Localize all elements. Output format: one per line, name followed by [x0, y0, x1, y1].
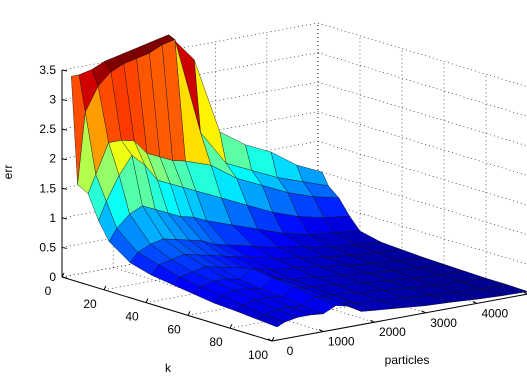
y-tick-label: 4000	[481, 306, 508, 320]
grid-line-z	[317, 200, 527, 265]
x-tick-label: 60	[167, 322, 181, 336]
z-axis-label: err	[1, 165, 15, 180]
x-tick	[187, 311, 191, 316]
x-tick-label: 80	[209, 335, 223, 349]
surface-patch	[255, 314, 285, 328]
z-tick	[61, 158, 68, 161]
z-tick	[61, 99, 68, 102]
y-tick	[370, 319, 375, 323]
z-tick	[61, 217, 68, 220]
y-tick	[523, 291, 527, 295]
grid-line-z	[61, 81, 319, 130]
grid-line-z	[61, 111, 319, 160]
grid-line-particles	[113, 267, 324, 332]
y-tick-label: 1000	[328, 335, 355, 349]
y-tick-label: 2000	[379, 325, 406, 339]
axes-box	[61, 70, 527, 342]
y-tick	[421, 310, 426, 314]
x-tick	[61, 272, 65, 278]
grid-line-z	[61, 52, 319, 100]
z-tick-label: 3.5	[39, 63, 56, 77]
grid-line-z	[317, 111, 527, 176]
z-tick-label: 0	[49, 270, 56, 284]
x-tick	[103, 285, 107, 291]
error-surface	[71, 34, 527, 328]
y-axis-label: particles	[385, 353, 430, 367]
grid-line-z	[317, 81, 527, 147]
x-tick-label: 100	[248, 348, 268, 362]
y-tick	[318, 329, 324, 333]
z-tick	[61, 187, 68, 190]
z-tick-label: 2	[49, 152, 56, 166]
grid-line-z	[61, 22, 319, 71]
z-tick-label: 2.5	[39, 122, 56, 136]
x-axis-line	[61, 276, 273, 342]
axis-ticks: 02040608010001000200030004000500000.511.…	[39, 63, 527, 362]
x-tick-label: 20	[83, 297, 97, 311]
grid-line-z	[317, 22, 527, 88]
y-tick	[267, 338, 273, 342]
y-tick	[472, 300, 478, 304]
y-tick-label: 0	[287, 344, 294, 358]
z-tick-label: 1.5	[39, 181, 56, 195]
x-tick	[145, 298, 149, 303]
z-tick-label: 1	[49, 211, 56, 225]
grid-line-z	[317, 140, 527, 206]
grid-line-z	[317, 52, 527, 117]
x-axis-label: k	[165, 361, 172, 375]
z-tick-label: 0.5	[39, 240, 56, 254]
x-tick-label: 40	[125, 310, 139, 324]
y-axis-line	[271, 293, 527, 342]
grid-line-z	[317, 170, 527, 235]
z-tick-label: 3	[49, 93, 56, 107]
z-tick	[61, 69, 68, 72]
y-tick-label: 3000	[430, 316, 457, 330]
z-tick	[61, 276, 68, 279]
z-tick	[61, 128, 68, 131]
z-tick	[61, 246, 68, 249]
x-tick	[229, 323, 233, 329]
x-tick-label: 0	[45, 284, 52, 298]
x-tick	[271, 336, 275, 342]
grid-line-z	[61, 140, 319, 189]
